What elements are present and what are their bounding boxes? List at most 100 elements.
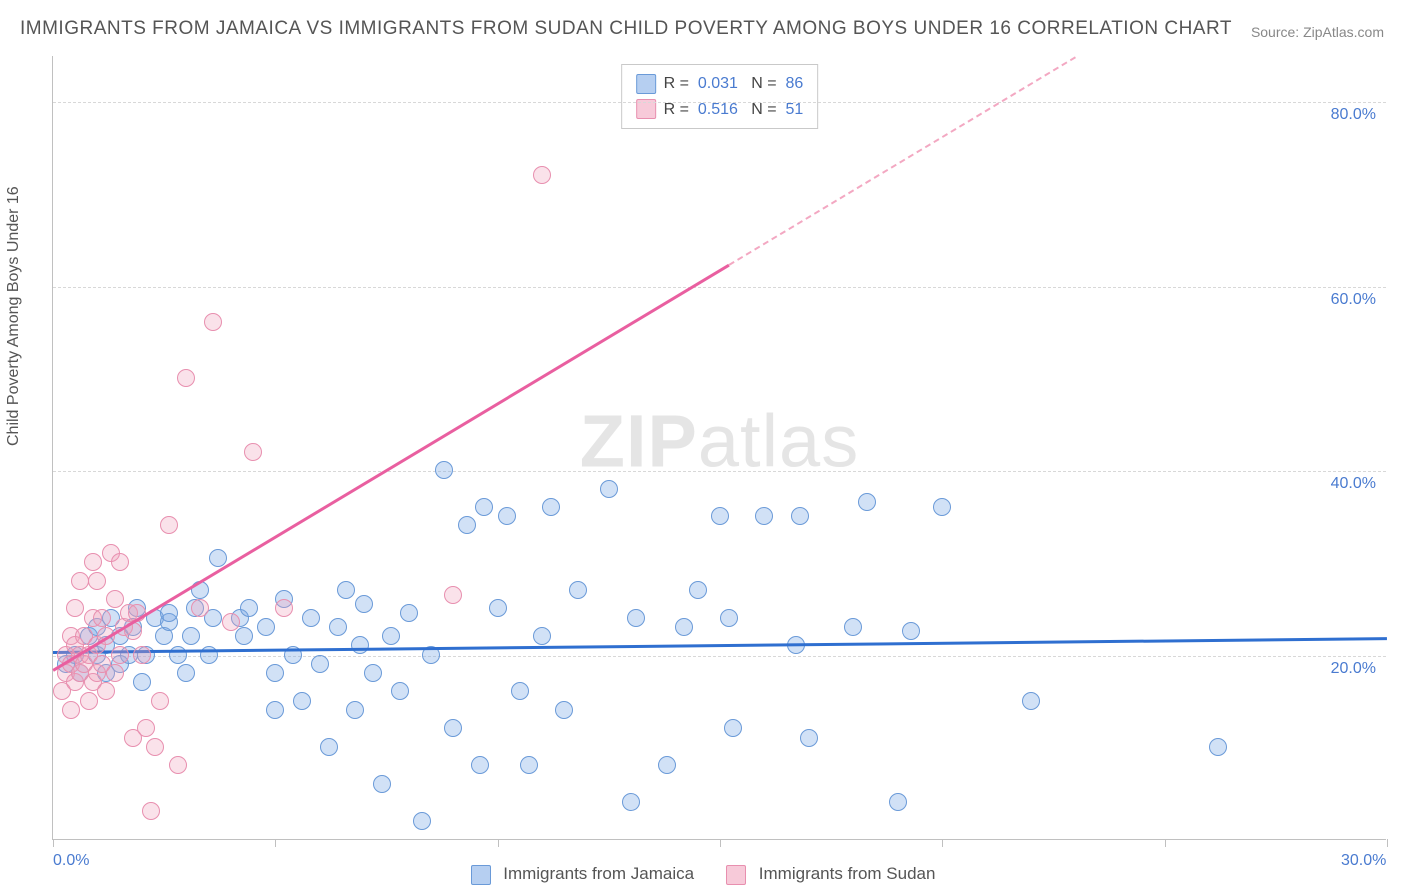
source-prefix: Source: — [1251, 24, 1303, 40]
x-tick — [720, 839, 721, 847]
data-point — [471, 756, 489, 774]
x-tick — [1165, 839, 1166, 847]
data-point — [1209, 738, 1227, 756]
y-tick-label: 20.0% — [1331, 660, 1376, 678]
data-point — [160, 604, 178, 622]
y-tick-label: 80.0% — [1331, 106, 1376, 124]
data-point — [755, 507, 773, 525]
data-point — [382, 627, 400, 645]
scatter-chart: ZIPatlas R = 0.031 N = 86R = 0.516 N = 5… — [52, 56, 1386, 840]
data-point — [151, 692, 169, 710]
data-point — [177, 369, 195, 387]
data-point — [97, 682, 115, 700]
gridline — [53, 287, 1386, 288]
gridline — [53, 656, 1386, 657]
data-point — [62, 701, 80, 719]
data-point — [489, 599, 507, 617]
data-point — [444, 586, 462, 604]
data-point — [1022, 692, 1040, 710]
data-point — [844, 618, 862, 636]
trend-line — [53, 637, 1387, 653]
data-point — [600, 480, 618, 498]
data-point — [80, 692, 98, 710]
data-point — [111, 553, 129, 571]
x-tick — [498, 839, 499, 847]
x-tick — [275, 839, 276, 847]
gridline — [53, 471, 1386, 472]
data-point — [146, 738, 164, 756]
data-point — [160, 516, 178, 534]
data-point — [400, 604, 418, 622]
data-point — [689, 581, 707, 599]
data-point — [84, 553, 102, 571]
y-tick-label: 40.0% — [1331, 475, 1376, 493]
data-point — [111, 646, 129, 664]
data-point — [520, 756, 538, 774]
data-point — [93, 609, 111, 627]
data-point — [791, 507, 809, 525]
data-point — [627, 609, 645, 627]
data-point — [675, 618, 693, 636]
series-legend: Immigrants from Jamaica Immigrants from … — [0, 864, 1406, 885]
data-point — [555, 701, 573, 719]
data-point — [435, 461, 453, 479]
data-point — [711, 507, 729, 525]
data-point — [88, 572, 106, 590]
y-tick-label: 60.0% — [1331, 291, 1376, 309]
data-point — [240, 599, 258, 617]
data-point — [622, 793, 640, 811]
data-point — [320, 738, 338, 756]
legend-swatch — [636, 74, 656, 94]
data-point — [66, 599, 84, 617]
data-point — [444, 719, 462, 737]
data-point — [391, 682, 409, 700]
chart-title: IMMIGRANTS FROM JAMAICA VS IMMIGRANTS FR… — [20, 18, 1232, 40]
correlation-legend: R = 0.031 N = 86R = 0.516 N = 51 — [621, 64, 819, 129]
data-point — [373, 775, 391, 793]
x-tick — [1387, 839, 1388, 847]
data-point — [511, 682, 529, 700]
data-point — [133, 673, 151, 691]
data-point — [257, 618, 275, 636]
data-point — [311, 655, 329, 673]
legend-item: Immigrants from Sudan — [726, 864, 935, 883]
data-point — [200, 646, 218, 664]
data-point — [889, 793, 907, 811]
data-point — [413, 812, 431, 830]
data-point — [724, 719, 742, 737]
data-point — [133, 646, 151, 664]
data-point — [235, 627, 253, 645]
data-point — [933, 498, 951, 516]
data-point — [71, 572, 89, 590]
source-attribution: Source: ZipAtlas.com — [1251, 24, 1384, 40]
data-point — [169, 756, 187, 774]
data-point — [475, 498, 493, 516]
x-tick — [942, 839, 943, 847]
data-point — [902, 622, 920, 640]
data-point — [720, 609, 738, 627]
data-point — [182, 627, 200, 645]
gridline — [53, 102, 1386, 103]
data-point — [364, 664, 382, 682]
data-point — [658, 756, 676, 774]
legend-row: R = 0.031 N = 86 — [636, 71, 804, 97]
legend-row: R = 0.516 N = 51 — [636, 97, 804, 123]
legend-item: Immigrants from Jamaica — [471, 864, 695, 883]
data-point — [458, 516, 476, 534]
source-link[interactable]: ZipAtlas.com — [1303, 24, 1384, 40]
data-point — [169, 646, 187, 664]
data-point — [337, 581, 355, 599]
data-point — [533, 627, 551, 645]
data-point — [275, 599, 293, 617]
data-point — [542, 498, 560, 516]
data-point — [244, 443, 262, 461]
data-point — [498, 507, 516, 525]
data-point — [533, 166, 551, 184]
data-point — [355, 595, 373, 613]
data-point — [266, 701, 284, 719]
data-point — [302, 609, 320, 627]
data-point — [209, 549, 227, 567]
y-axis-label: Child Poverty Among Boys Under 16 — [5, 186, 23, 446]
data-point — [329, 618, 347, 636]
data-point — [858, 493, 876, 511]
